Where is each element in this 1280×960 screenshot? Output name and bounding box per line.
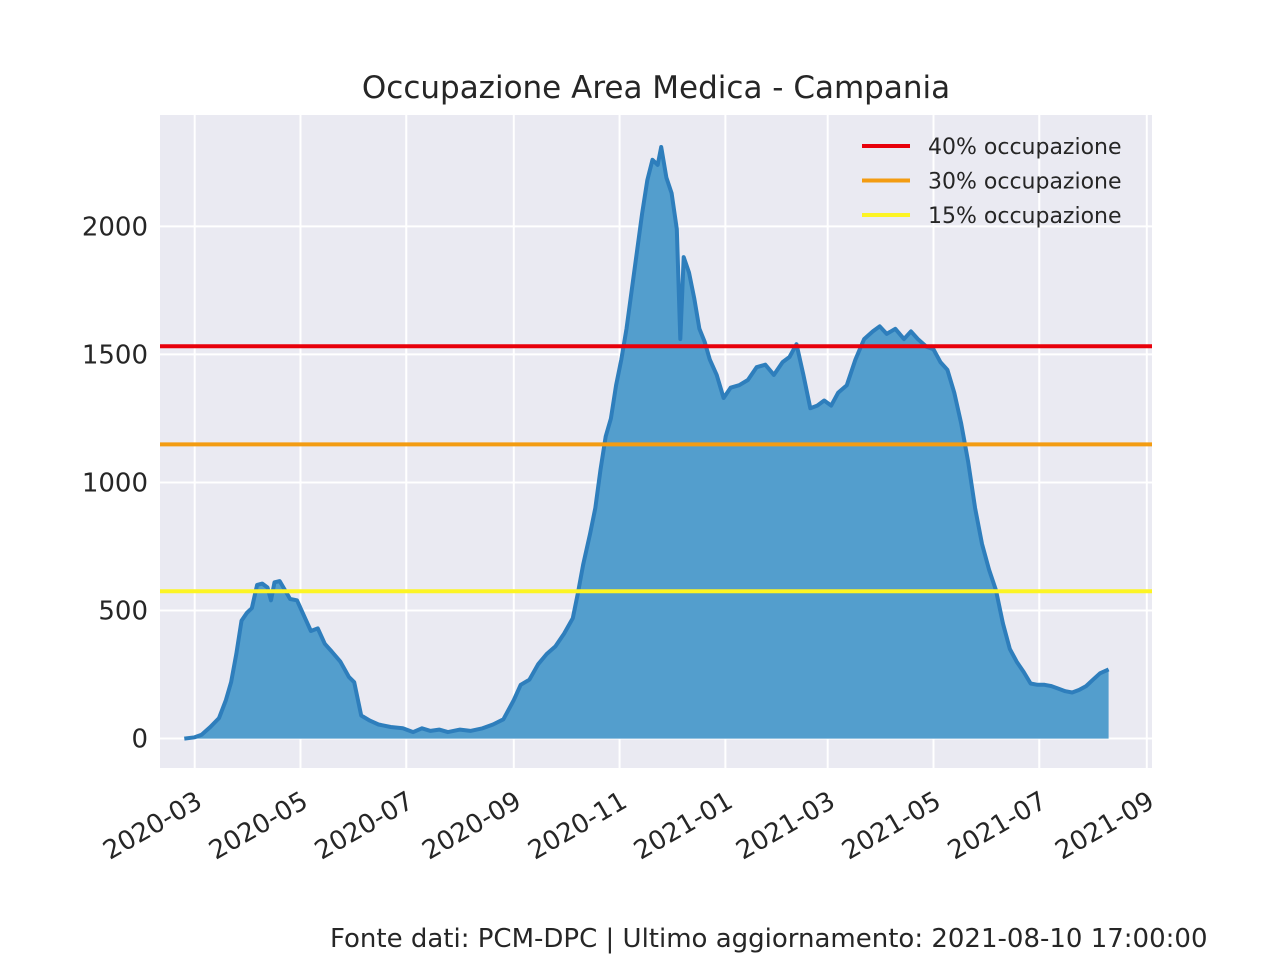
legend-label: 40% occupazione [928, 135, 1122, 160]
x-tick-label: 2021-07 [943, 786, 1052, 866]
x-tick-label: 2020-09 [417, 786, 526, 866]
source-footer: Fonte dati: PCM-DPC | Ultimo aggiornamen… [330, 924, 1208, 954]
x-tick-label: 2020-11 [523, 786, 632, 866]
legend-label: 15% occupazione [928, 204, 1122, 229]
x-axis-ticks: 2020-032020-052020-072020-092020-112021-… [98, 786, 1159, 866]
y-axis-ticks: 0 500 1000 1500 2000 [82, 212, 148, 754]
x-tick-label: 2021-09 [1050, 786, 1159, 866]
y-tick-label: 1000 [82, 468, 148, 498]
x-tick-label: 2020-05 [204, 786, 313, 866]
x-tick-label: 2021-03 [731, 786, 840, 866]
chart-title: Occupazione Area Medica - Campania [362, 70, 950, 106]
y-tick-label: 500 [98, 597, 148, 627]
y-tick-label: 2000 [82, 212, 148, 242]
legend-label: 30% occupazione [928, 170, 1122, 195]
y-tick-label: 0 [131, 725, 148, 755]
y-tick-label: 1500 [82, 340, 148, 370]
legend: 40% occupazione 30% occupazione 15% occupa… [862, 135, 1122, 229]
x-tick-label: 2020-03 [98, 786, 207, 866]
x-tick-label: 2021-01 [629, 786, 738, 866]
x-tick-label: 2021-05 [837, 786, 946, 866]
reference-lines [160, 344, 1152, 594]
series-line [184, 145, 1110, 741]
x-tick-label: 2020-07 [310, 786, 419, 866]
